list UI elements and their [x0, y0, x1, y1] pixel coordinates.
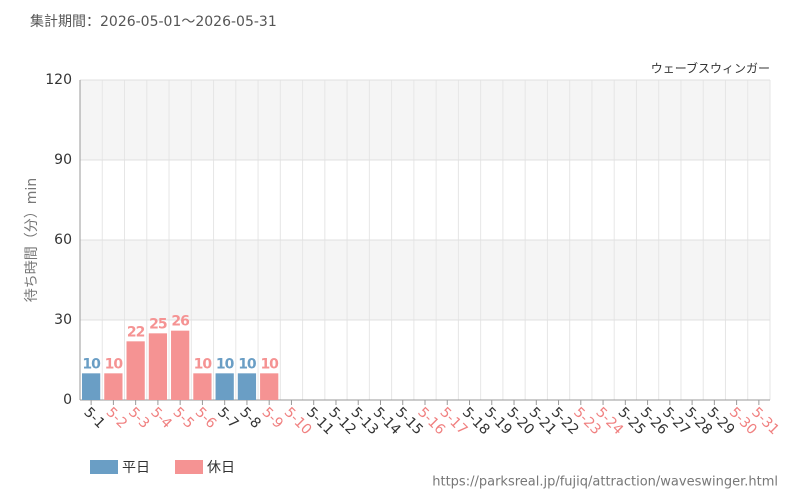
y-tick-label: 0	[63, 392, 72, 408]
data-label: 10	[216, 356, 235, 372]
y-tick-label: 90	[54, 152, 72, 168]
data-label: 25	[149, 316, 167, 332]
data-label: 10	[238, 356, 257, 372]
chart-title: 集計期間：2026-05-01～2026-05-31	[30, 13, 277, 30]
bar	[148, 333, 168, 400]
y-axis-label: 待ち時間（分）min	[24, 178, 40, 302]
data-label: 10	[260, 356, 279, 372]
x-tick-label: 5-1	[80, 404, 107, 431]
data-label: 22	[127, 324, 145, 340]
data-label: 10	[105, 356, 124, 372]
x-tick-label: 5-9	[259, 404, 286, 431]
legend-swatch	[90, 460, 118, 474]
y-tick-label: 120	[45, 72, 72, 88]
chart-subtitle: ウェーブスウィンガー	[651, 61, 770, 76]
data-label: 26	[171, 314, 189, 330]
source-url: https://parksreal.jp/fujiq/attraction/wa…	[432, 475, 778, 490]
y-tick-label: 30	[54, 312, 72, 328]
data-label: 10	[82, 356, 101, 372]
x-tick-label: 5-8	[236, 404, 263, 431]
x-tick-label: 5-5	[170, 404, 197, 431]
x-tick-label: 5-7	[214, 404, 241, 431]
x-tick-label: 5-2	[103, 404, 130, 431]
bar	[171, 330, 190, 400]
bar	[215, 373, 234, 400]
x-tick-label: 5-6	[192, 404, 220, 432]
bar	[193, 373, 212, 400]
y-tick-label: 60	[54, 232, 72, 248]
plot-band	[80, 80, 770, 160]
bar	[104, 373, 123, 400]
bar	[126, 341, 145, 400]
x-tick-label: 5-3	[125, 404, 152, 431]
legend-label: 休日	[207, 460, 235, 476]
plot-band	[80, 240, 770, 320]
x-tick-label: 5-4	[147, 404, 175, 432]
legend-label: 平日	[122, 460, 150, 476]
bar	[237, 373, 257, 400]
bar	[260, 373, 279, 400]
data-label: 10	[194, 356, 213, 372]
legend-swatch	[175, 460, 203, 474]
bar	[82, 373, 101, 400]
